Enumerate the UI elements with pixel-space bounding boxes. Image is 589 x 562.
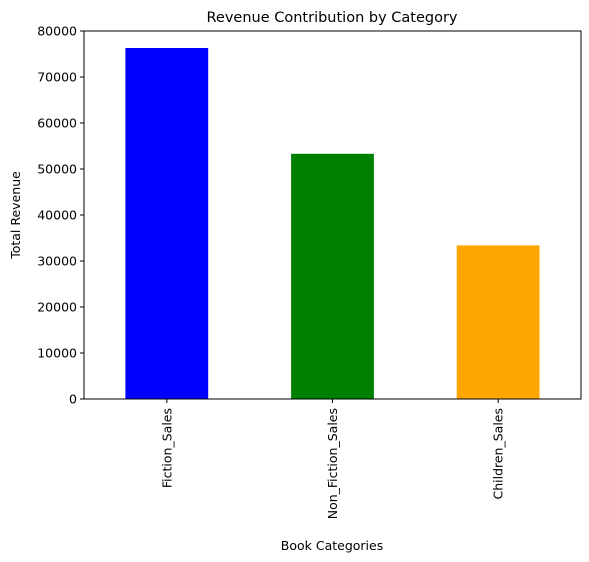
x-tick-label: Fiction_Sales	[159, 408, 174, 488]
bar-children-sales	[456, 245, 540, 399]
chart-title: Revenue Contribution by Category	[206, 10, 457, 26]
y-tick-label: 30000	[37, 254, 77, 269]
bars-layer	[125, 48, 540, 399]
y-axis: 0 10000 20000 30000 40000 50000 60000 70000 8000…	[37, 24, 84, 407]
y-tick-label: 10000	[37, 346, 77, 361]
bar-fiction-sales	[125, 48, 209, 399]
x-tick-label: Children_Sales	[491, 408, 506, 500]
x-axis-label: Book Categories	[281, 538, 383, 553]
y-axis-label: Total Revenue	[8, 171, 23, 260]
y-tick-label: 80000	[37, 24, 77, 39]
plot-area-frame	[83, 30, 582, 400]
y-tick-label: 40000	[37, 208, 77, 223]
bar-non-fiction-sales	[291, 153, 374, 399]
y-tick-label: 0	[69, 392, 77, 407]
y-tick-label: 50000	[37, 162, 77, 177]
y-tick-label: 20000	[37, 300, 77, 315]
x-tick-label: Non_Fiction_Sales	[325, 408, 340, 519]
x-axis: Fiction_Sales Non_Fiction_Sales Children_S…	[159, 399, 506, 519]
y-tick-label: 70000	[37, 70, 77, 85]
y-tick-label: 60000	[37, 116, 77, 131]
